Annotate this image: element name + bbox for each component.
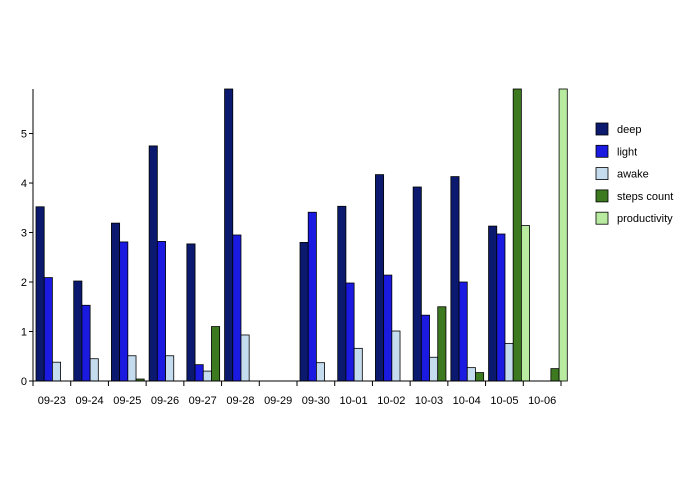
bar-light-10-03 xyxy=(420,314,430,382)
bar-light-09-25 xyxy=(119,241,129,382)
bar-awake-09-27 xyxy=(202,370,212,382)
x-tick-label: 09-24 xyxy=(76,395,104,407)
bar-steps-count-09-27 xyxy=(211,326,221,382)
bar-light-09-27 xyxy=(194,364,204,382)
bar-light-10-04 xyxy=(458,281,468,382)
x-tick-label: 09-30 xyxy=(302,395,330,407)
x-tick-label: 09-28 xyxy=(226,395,254,407)
bar-awake-09-25 xyxy=(127,355,137,382)
bar-deep-09-28 xyxy=(224,88,234,382)
bar-deep-09-27 xyxy=(186,243,196,382)
bar-deep-10-01 xyxy=(337,205,347,382)
bar-steps-count-10-04 xyxy=(475,372,485,382)
bar-productivity-10-06 xyxy=(558,88,568,382)
legend-swatch-deep xyxy=(595,122,609,136)
y-tick-label: 1 xyxy=(21,327,27,339)
bar-deep-09-30 xyxy=(299,242,309,382)
bar-light-09-28 xyxy=(232,234,242,382)
bar-deep-10-02 xyxy=(375,174,385,382)
bar-awake-09-30 xyxy=(315,362,325,382)
x-tick-label: 09-23 xyxy=(38,395,66,407)
bar-productivity-10-05 xyxy=(520,225,530,382)
bar-light-09-24 xyxy=(81,304,91,382)
legend-label-awake: awake xyxy=(617,169,649,181)
bar-deep-09-24 xyxy=(73,280,83,382)
x-tick-label: 09-29 xyxy=(264,395,292,407)
y-tick-label: 0 xyxy=(21,376,27,388)
bar-deep-10-03 xyxy=(412,186,422,382)
legend-label-productivity: productivity xyxy=(617,213,673,225)
bar-light-10-02 xyxy=(383,274,393,382)
x-tick-label: 09-27 xyxy=(189,395,217,407)
bar-deep-09-26 xyxy=(148,145,158,382)
bar-awake-10-05 xyxy=(504,342,514,382)
bar-deep-10-05 xyxy=(488,225,498,382)
x-tick-label: 10-03 xyxy=(415,395,443,407)
legend-label-light: light xyxy=(617,146,637,158)
x-tick-label: 10-06 xyxy=(528,395,556,407)
plot-area: 0 1 2 3 4 5 09-23 09-24 09-25 09-26 09-27 09-28 09-2… xyxy=(21,88,568,407)
legend-swatch-productivity xyxy=(595,211,609,225)
bar-deep-09-25 xyxy=(111,222,121,382)
y-tick-label: 5 xyxy=(21,129,27,141)
bar-steps-count-10-05 xyxy=(512,88,522,382)
bar-light-09-23 xyxy=(43,277,53,382)
x-tick-label: 09-26 xyxy=(151,395,179,407)
x-tick-label: 10-01 xyxy=(340,395,368,407)
bar-awake-09-26 xyxy=(165,355,175,382)
bar-awake-10-02 xyxy=(391,330,401,382)
y-tick-label: 2 xyxy=(21,277,27,289)
y-tick-label: 4 xyxy=(21,178,27,190)
x-tick-label: 10-04 xyxy=(453,395,481,407)
bar-light-09-30 xyxy=(307,211,317,382)
bar-deep-09-23 xyxy=(35,206,45,382)
bar-light-10-01 xyxy=(345,282,355,382)
bar-awake-09-24 xyxy=(89,358,99,382)
bar-deep-10-04 xyxy=(450,176,460,382)
legend: deep light awake steps count productivity xyxy=(595,122,673,225)
bar-light-09-26 xyxy=(156,241,166,382)
y-tick-label: 3 xyxy=(21,228,27,240)
bar-awake-10-03 xyxy=(429,356,439,382)
legend-swatch-steps-count xyxy=(595,189,609,203)
bar-awake-10-01 xyxy=(353,347,363,382)
x-tick-label: 09-25 xyxy=(113,395,141,407)
bar-awake-09-23 xyxy=(52,361,62,382)
legend-swatch-awake xyxy=(595,167,609,181)
legend-label-deep: deep xyxy=(617,124,641,136)
legend-label-steps-count: steps count xyxy=(617,191,673,203)
bar-steps-count-10-03 xyxy=(437,306,447,382)
bar-steps-count-10-06 xyxy=(550,368,560,382)
bar-light-10-05 xyxy=(496,233,506,382)
x-tick-label: 10-05 xyxy=(490,395,518,407)
x-tick-label: 10-02 xyxy=(377,395,405,407)
bar-awake-10-04 xyxy=(466,367,476,382)
bar-awake-09-28 xyxy=(240,334,250,382)
legend-swatch-light xyxy=(595,144,609,158)
